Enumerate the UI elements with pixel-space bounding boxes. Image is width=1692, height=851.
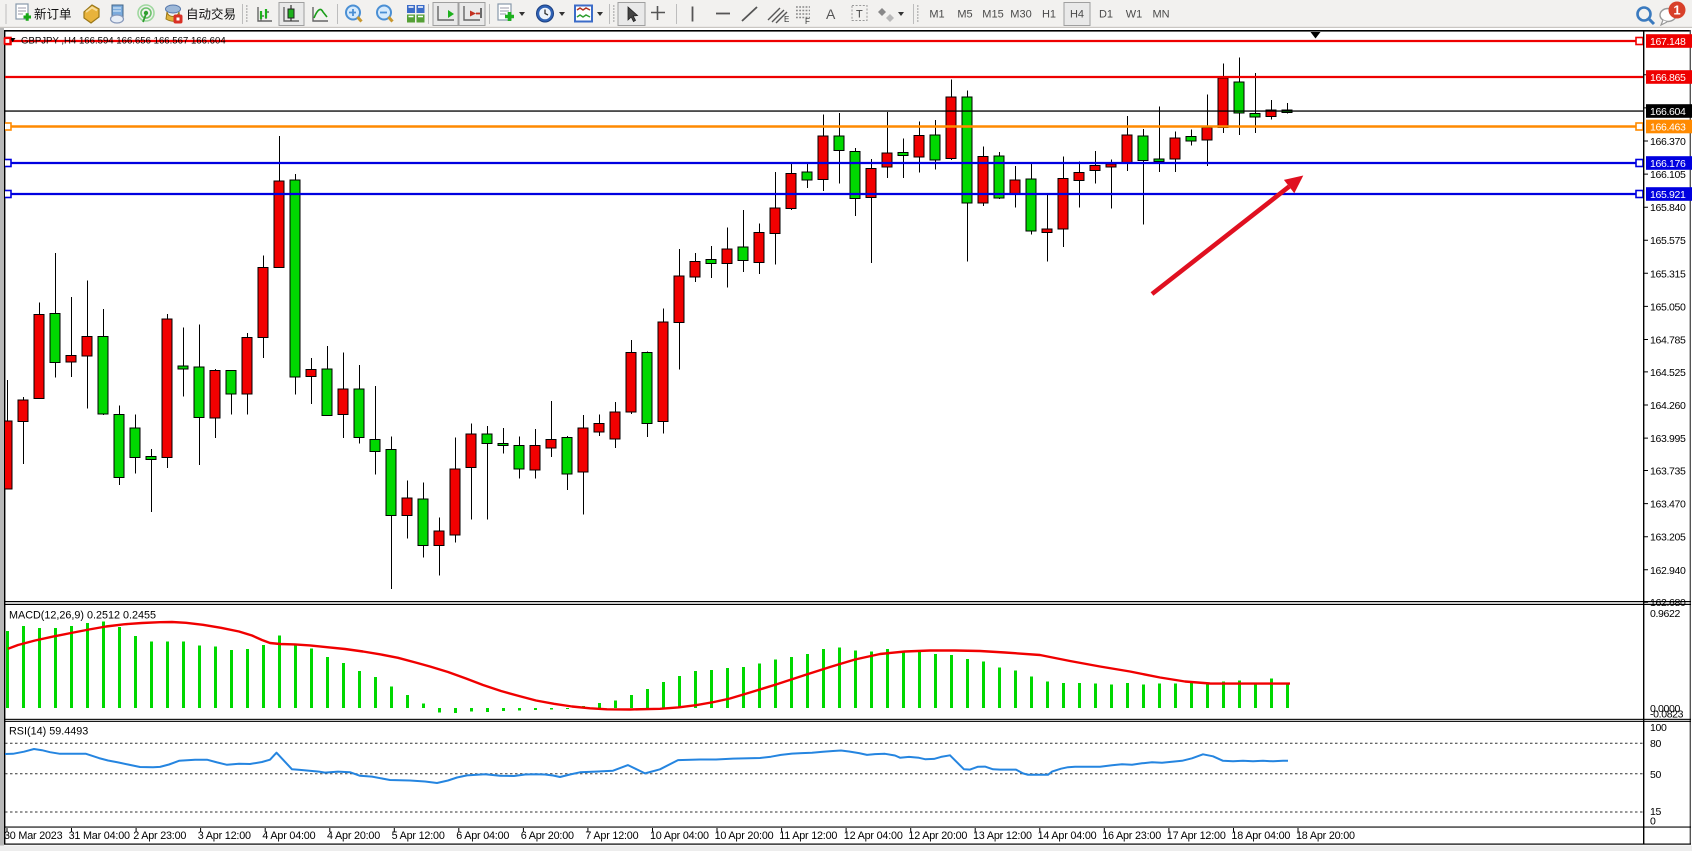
- svg-text:100: 100: [1650, 722, 1667, 734]
- svg-text:MN: MN: [1152, 9, 1169, 21]
- svg-text:80: 80: [1650, 738, 1661, 750]
- svg-text:14 Apr 04:00: 14 Apr 04:00: [1038, 830, 1097, 842]
- svg-text:165.575: 165.575: [1650, 235, 1686, 247]
- svg-text:12 Apr 20:00: 12 Apr 20:00: [908, 830, 967, 842]
- svg-text:H4: H4: [1070, 9, 1084, 21]
- svg-text:H1: H1: [1042, 9, 1056, 21]
- svg-text:166.176: 166.176: [1650, 158, 1686, 170]
- svg-text:30 Mar 2023: 30 Mar 2023: [4, 830, 63, 842]
- svg-text:165.840: 165.840: [1650, 202, 1686, 214]
- svg-text:M1: M1: [929, 9, 944, 21]
- svg-text:162.680: 162.680: [1650, 597, 1686, 609]
- svg-text:163.205: 163.205: [1650, 532, 1686, 544]
- svg-text:166.105: 166.105: [1650, 169, 1686, 181]
- svg-text:165.050: 165.050: [1650, 301, 1686, 313]
- svg-text:7 Apr 12:00: 7 Apr 12:00: [585, 830, 638, 842]
- svg-text:GBPJPY ,H4 166.594 166.656 16: GBPJPY ,H4 166.594 166.656 166.567 166.6…: [21, 35, 226, 46]
- svg-text:W1: W1: [1126, 9, 1143, 21]
- svg-text:164.260: 164.260: [1650, 400, 1686, 412]
- svg-text:1: 1: [1673, 3, 1680, 18]
- svg-text:166.865: 166.865: [1650, 72, 1686, 84]
- svg-text:M15: M15: [982, 9, 1003, 21]
- svg-text:自动交易: 自动交易: [186, 7, 236, 22]
- svg-text:4 Apr 04:00: 4 Apr 04:00: [262, 830, 315, 842]
- svg-text:166.604: 166.604: [1650, 106, 1686, 118]
- svg-text:165.315: 165.315: [1650, 268, 1686, 280]
- svg-text:166.463: 166.463: [1650, 122, 1686, 134]
- svg-text:新订单: 新订单: [34, 7, 72, 22]
- svg-text:T: T: [856, 9, 863, 21]
- svg-text:5 Apr 12:00: 5 Apr 12:00: [392, 830, 445, 842]
- svg-text:163.995: 163.995: [1650, 433, 1686, 445]
- svg-text:2 Apr 23:00: 2 Apr 23:00: [133, 830, 186, 842]
- svg-text:MACD(12,26,9) 0.2512 0.2455: MACD(12,26,9) 0.2512 0.2455: [9, 610, 156, 622]
- svg-text:6 Apr 20:00: 6 Apr 20:00: [521, 830, 574, 842]
- svg-text:RSI(14) 59.4493: RSI(14) 59.4493: [9, 726, 88, 738]
- svg-text:165.921: 165.921: [1650, 189, 1686, 201]
- svg-text:11 Apr 12:00: 11 Apr 12:00: [779, 830, 837, 842]
- svg-text:164.525: 164.525: [1650, 367, 1686, 379]
- svg-text:10 Apr 20:00: 10 Apr 20:00: [715, 830, 774, 842]
- svg-text:0.0000: 0.0000: [1650, 703, 1681, 715]
- svg-text:163.470: 163.470: [1650, 499, 1686, 511]
- svg-text:3 Apr 12:00: 3 Apr 12:00: [198, 830, 251, 842]
- svg-text:18 Apr 04:00: 18 Apr 04:00: [1231, 830, 1290, 842]
- svg-text:163.735: 163.735: [1650, 466, 1686, 478]
- svg-text:16 Apr 23:00: 16 Apr 23:00: [1102, 830, 1161, 842]
- svg-text:12 Apr 04:00: 12 Apr 04:00: [844, 830, 903, 842]
- svg-text:0: 0: [1650, 816, 1656, 828]
- svg-text:A: A: [826, 6, 836, 22]
- svg-text:13 Apr 12:00: 13 Apr 12:00: [973, 830, 1032, 842]
- svg-text:164.785: 164.785: [1650, 335, 1686, 347]
- svg-text:M5: M5: [957, 9, 972, 21]
- svg-text:10 Apr 04:00: 10 Apr 04:00: [650, 830, 709, 842]
- svg-text:18 Apr 20:00: 18 Apr 20:00: [1296, 830, 1355, 842]
- svg-text:4 Apr 20:00: 4 Apr 20:00: [327, 830, 380, 842]
- svg-text:167.148: 167.148: [1650, 36, 1686, 48]
- svg-text:17 Apr 12:00: 17 Apr 12:00: [1167, 830, 1226, 842]
- svg-text:50: 50: [1650, 769, 1661, 781]
- svg-text:15: 15: [1650, 806, 1661, 818]
- svg-text:0.9622: 0.9622: [1650, 608, 1681, 620]
- svg-text:F: F: [805, 17, 810, 26]
- svg-text:E: E: [784, 15, 789, 24]
- svg-text:6 Apr 04:00: 6 Apr 04:00: [456, 830, 509, 842]
- svg-text:31 Mar 04:00: 31 Mar 04:00: [69, 830, 130, 842]
- svg-text:166.370: 166.370: [1650, 136, 1686, 148]
- svg-text:D1: D1: [1099, 9, 1113, 21]
- svg-text:M30: M30: [1010, 9, 1031, 21]
- svg-text:-0.0823: -0.0823: [1650, 709, 1684, 721]
- svg-text:162.940: 162.940: [1650, 565, 1686, 577]
